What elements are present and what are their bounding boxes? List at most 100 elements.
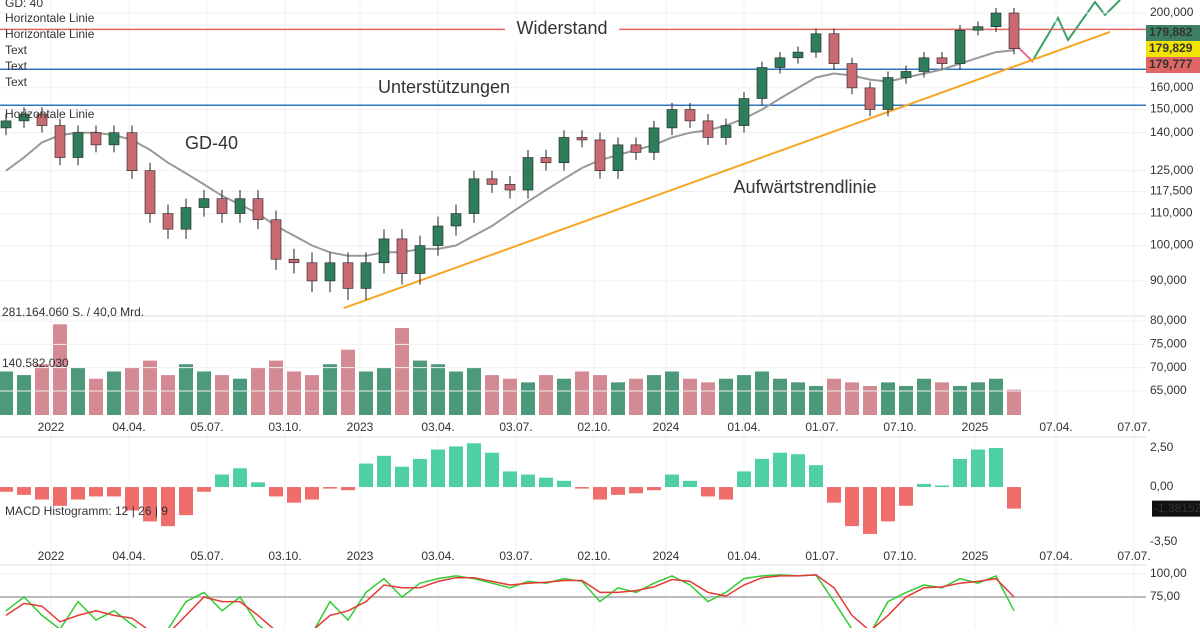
candle-body	[144, 170, 156, 214]
macd-bar	[233, 468, 247, 488]
candle-body	[576, 137, 588, 141]
x-tick-label: 2022	[38, 420, 65, 434]
macd-bar	[665, 474, 679, 488]
macd-bar	[899, 487, 913, 506]
volume-bar	[449, 371, 463, 415]
legend-text: Text	[5, 43, 28, 57]
series-label: GD-40	[185, 133, 238, 153]
macd-bar	[611, 487, 625, 495]
x-tick-label: 07.10.	[883, 420, 916, 434]
price-tag	[1146, 41, 1200, 57]
price-tag-label: 179,777	[1149, 57, 1193, 71]
y-tick-label: 140.582.030	[2, 356, 69, 370]
macd-bar	[35, 487, 49, 500]
candle-body	[720, 125, 732, 138]
candle-body	[414, 245, 426, 274]
y-tick-label: 90,000	[1150, 273, 1187, 287]
x-tick-label: 05.07.	[190, 549, 223, 563]
trendline	[343, 31, 1111, 309]
candle-body	[810, 33, 822, 53]
macd-bar	[53, 487, 67, 506]
volume-bar	[935, 382, 949, 415]
x-tick-label: 07.04.	[1039, 549, 1072, 563]
candle-body	[90, 132, 102, 146]
candle-body	[126, 132, 138, 171]
macd-bar	[89, 487, 103, 497]
legend-text: Text	[5, 59, 28, 73]
macd-bar	[935, 485, 949, 488]
x-tick-label: 2025	[962, 549, 989, 563]
candle-body	[360, 262, 372, 289]
y-tick-label: 200,000	[1150, 5, 1194, 19]
x-tick-label: 01.04.	[727, 549, 760, 563]
volume-bar	[89, 378, 103, 415]
macd-bar	[287, 487, 301, 503]
volume-bar	[863, 385, 877, 415]
macd-bar	[341, 487, 355, 491]
candle-body	[792, 51, 804, 59]
x-tick-label: 02.10.	[577, 420, 610, 434]
candle-body	[54, 125, 66, 158]
macd-bar	[449, 446, 463, 488]
candle-body	[648, 127, 660, 153]
candle-body	[468, 178, 480, 214]
candle-body	[864, 87, 876, 110]
volume-bar	[179, 364, 193, 415]
macd-bar	[197, 487, 211, 492]
x-tick-label: 05.07.	[190, 420, 223, 434]
macd-bar	[719, 487, 733, 500]
candle-body	[846, 63, 858, 89]
macd-bar	[71, 487, 85, 500]
volume-bar	[341, 349, 355, 415]
candle-body	[198, 198, 210, 208]
macd-bar	[701, 487, 715, 497]
candle-body	[252, 198, 264, 221]
y-tick-label: 281.164.060 S. / 40,0 Mrd.	[2, 305, 144, 319]
candle-body	[522, 157, 534, 191]
y-tick-label: 100,00	[1150, 566, 1187, 580]
candle-body	[486, 178, 498, 185]
macd-bar	[413, 458, 427, 488]
macd-bar	[683, 480, 697, 488]
x-tick-label: 2025	[962, 420, 989, 434]
macd-bar	[143, 487, 157, 522]
candle-body	[342, 262, 354, 289]
y-tick-label: 0,00	[1150, 479, 1174, 493]
candle-body	[972, 26, 984, 31]
macd-bar	[575, 487, 589, 489]
stochastic-pane	[0, 573, 1146, 628]
macd-bar	[845, 487, 859, 527]
volume-bar	[215, 375, 229, 415]
macd-bar	[269, 487, 283, 497]
y2-tick-label: 80,000	[1150, 313, 1187, 327]
macd-bar	[431, 449, 445, 488]
x-tick-label: 01.07.	[805, 549, 838, 563]
y-tick-label: 75,00	[1150, 589, 1180, 603]
volume-bar	[701, 382, 715, 415]
macd-bar	[863, 487, 877, 534]
macd-bar	[881, 487, 895, 522]
volume-bar	[791, 382, 805, 415]
macd-bar	[971, 449, 985, 488]
macd-bar	[485, 452, 499, 488]
volume-bar	[53, 324, 67, 415]
candle-body	[702, 120, 714, 138]
volume-bar	[1007, 389, 1021, 415]
volume-bar	[521, 382, 535, 415]
pane-title: MACD Histogramm: 12 | 26 | 9	[5, 504, 168, 518]
legend-text: Horizontale Linie	[5, 27, 95, 41]
volume-bar	[593, 375, 607, 415]
y2-tick-label: 65,000	[1150, 383, 1187, 397]
volume-bar	[287, 371, 301, 415]
candle-body	[666, 109, 678, 129]
macd-bar	[737, 471, 751, 488]
macd-bar	[755, 458, 769, 488]
macd-bar	[629, 487, 643, 494]
candle-body	[594, 139, 606, 171]
legend-text: GD: 40	[5, 0, 43, 10]
y-tick-label: 140,000	[1150, 125, 1194, 139]
candle-body	[18, 113, 30, 122]
y-tick-label: -3,50	[1150, 534, 1178, 548]
y-tick-label: 110,000	[1150, 206, 1193, 220]
